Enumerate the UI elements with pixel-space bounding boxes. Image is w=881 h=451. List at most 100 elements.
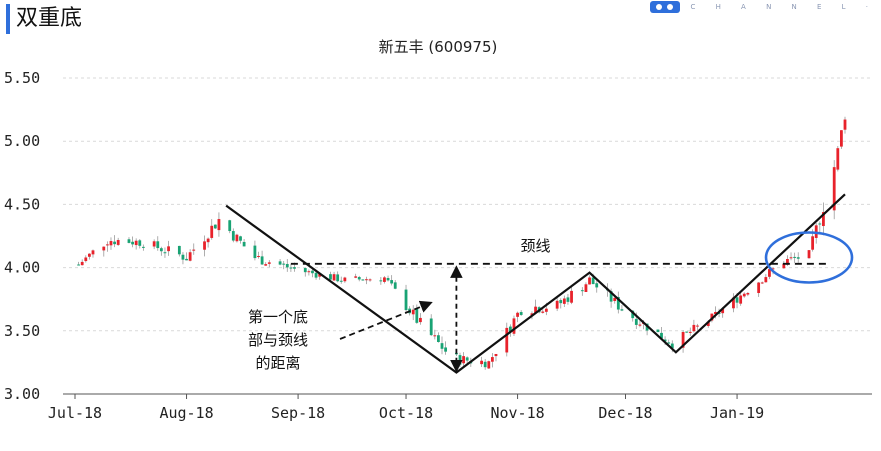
x-tick-label: Jan-19 (710, 404, 764, 422)
candle (832, 160, 836, 220)
candle-body (688, 331, 692, 333)
candle-body (742, 293, 746, 297)
candle-body (609, 291, 613, 302)
candle-body (444, 347, 448, 352)
candle (508, 324, 512, 337)
candle-body (555, 300, 559, 309)
candle-body (764, 277, 768, 283)
candle (393, 280, 397, 290)
candle (390, 275, 394, 286)
candle-body (670, 343, 674, 349)
candle (462, 352, 465, 367)
candle (84, 255, 88, 263)
logo-text: C H A N N E L · (690, 3, 877, 11)
candle (595, 278, 599, 293)
candle (386, 275, 390, 282)
candle-body (192, 249, 196, 251)
candle (239, 235, 242, 244)
candle-body (562, 298, 566, 304)
x-tick-label: Dec-18 (598, 404, 652, 422)
y-tick-label: 5.00 (4, 132, 40, 150)
page-title: 双重底 (6, 4, 82, 34)
candle-body (685, 331, 689, 333)
candle-body (361, 279, 365, 281)
candle-body (739, 295, 743, 304)
channel-logo: C H A N N E L · (650, 0, 877, 14)
candle (77, 261, 80, 266)
candle-body (566, 297, 570, 302)
candle (177, 245, 181, 257)
candle-body (354, 276, 358, 278)
candle-body (239, 236, 242, 241)
candle-body (768, 269, 771, 277)
y-axis: 5.50 5.00 4.50 4.00 3.50 3.00 (4, 69, 40, 403)
candle (822, 202, 825, 236)
candle-body (440, 343, 444, 349)
chart-title: 新五丰 (600975) (379, 38, 498, 56)
candle-body (706, 321, 710, 326)
candle-body (789, 257, 793, 259)
candle-body (840, 130, 843, 147)
candle-body (480, 360, 483, 365)
candle-body (105, 244, 109, 246)
candle (188, 249, 192, 262)
candle-body (796, 257, 800, 259)
x-tick-label: Nov-18 (490, 404, 544, 422)
candle-body (631, 310, 635, 319)
candle-body (167, 246, 170, 252)
candle (253, 240, 257, 261)
candle (80, 259, 84, 266)
candle (354, 273, 358, 279)
candle (818, 221, 822, 233)
candle (192, 243, 196, 255)
candle-body (365, 279, 368, 281)
candle (490, 353, 494, 368)
candle-body (588, 277, 591, 285)
candle-body (516, 312, 519, 317)
candle-body (278, 261, 282, 265)
candle (616, 291, 620, 314)
candle-body (217, 219, 221, 231)
candle (541, 309, 545, 314)
candle-body (210, 225, 214, 238)
candle-body (303, 268, 307, 273)
candle (566, 294, 570, 305)
candle (329, 271, 332, 281)
candle-body (383, 277, 386, 282)
candle-body (329, 274, 332, 280)
candle (580, 287, 584, 296)
candle (131, 236, 134, 248)
candle (210, 219, 214, 240)
candle (361, 279, 365, 281)
candle (843, 116, 847, 134)
candle (429, 314, 433, 337)
candle (588, 275, 591, 285)
candle (534, 299, 537, 314)
candle-body (462, 356, 465, 364)
candle (127, 237, 131, 244)
candle-body (487, 361, 491, 369)
candle (105, 241, 109, 252)
candle (213, 224, 217, 230)
double-bottom-pattern-line (225, 193, 846, 374)
candle-body (663, 339, 667, 342)
candle-body (710, 313, 714, 321)
candle-body (818, 223, 822, 225)
candle (667, 339, 671, 345)
candle (109, 237, 113, 250)
candle-body (681, 332, 685, 348)
candle (235, 233, 239, 243)
candle-body (206, 238, 210, 243)
candle-body (235, 234, 239, 242)
candle-body (519, 312, 523, 315)
x-tick-label: Jul-18 (48, 404, 102, 422)
candle-body (109, 241, 113, 246)
page-title-text: 双重底 (16, 6, 83, 31)
candle-body (181, 254, 185, 260)
candle (379, 277, 383, 285)
candle (257, 251, 260, 259)
candle (685, 331, 689, 333)
candle (365, 276, 368, 285)
candle (512, 315, 516, 336)
candle (102, 246, 106, 257)
